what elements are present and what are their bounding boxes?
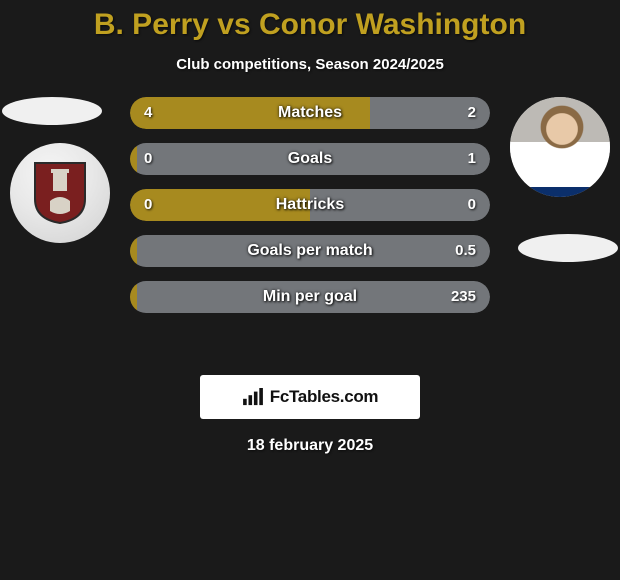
player-left-name: B. Perry	[94, 8, 209, 41]
subtitle: Club competitions, Season 2024/2025	[0, 56, 620, 73]
stat-label: Min per goal	[130, 281, 490, 313]
stat-value-right: 235	[451, 281, 476, 313]
flag-left	[2, 97, 102, 125]
stat-label: Goals	[130, 143, 490, 175]
player-right-name: Conor Washington	[259, 8, 526, 41]
player-right-avatar	[510, 97, 610, 197]
comparison-stage: Matches42Goals01Hattricks00Goals per mat…	[0, 97, 620, 357]
stat-row: Goals per match0.5	[130, 235, 490, 267]
club-badge-icon	[33, 161, 87, 225]
date-label: 18 february 2025	[0, 437, 620, 455]
stat-value-left: 4	[144, 97, 152, 129]
stat-row: Goals0 1	[130, 143, 490, 175]
stat-value-right: 1	[468, 143, 476, 175]
stat-row: Min per goal235	[130, 281, 490, 313]
stat-bars: Matches42Goals01Hattricks00Goals per mat…	[130, 97, 490, 327]
bars-icon	[242, 388, 264, 406]
stat-row: Matches4 2	[130, 97, 490, 129]
stat-label: Matches	[130, 97, 490, 129]
flag-right	[518, 234, 618, 262]
stat-value-right: 0.5	[455, 235, 476, 267]
stat-value-left: 0	[144, 143, 152, 175]
stat-label: Hattricks	[130, 189, 490, 221]
stat-value-left: 0	[144, 189, 152, 221]
vs-label: vs	[209, 8, 259, 41]
page-title: B. Perry vs Conor Washington	[0, 0, 620, 42]
brand-box[interactable]: FcTables.com	[200, 375, 420, 419]
stat-value-right: 0	[468, 189, 476, 221]
stat-row: Hattricks0 0	[130, 189, 490, 221]
stat-label: Goals per match	[130, 235, 490, 267]
brand-name: FcTables.com	[270, 387, 379, 407]
player-left-avatar	[10, 143, 110, 243]
stat-value-right: 2	[468, 97, 476, 129]
